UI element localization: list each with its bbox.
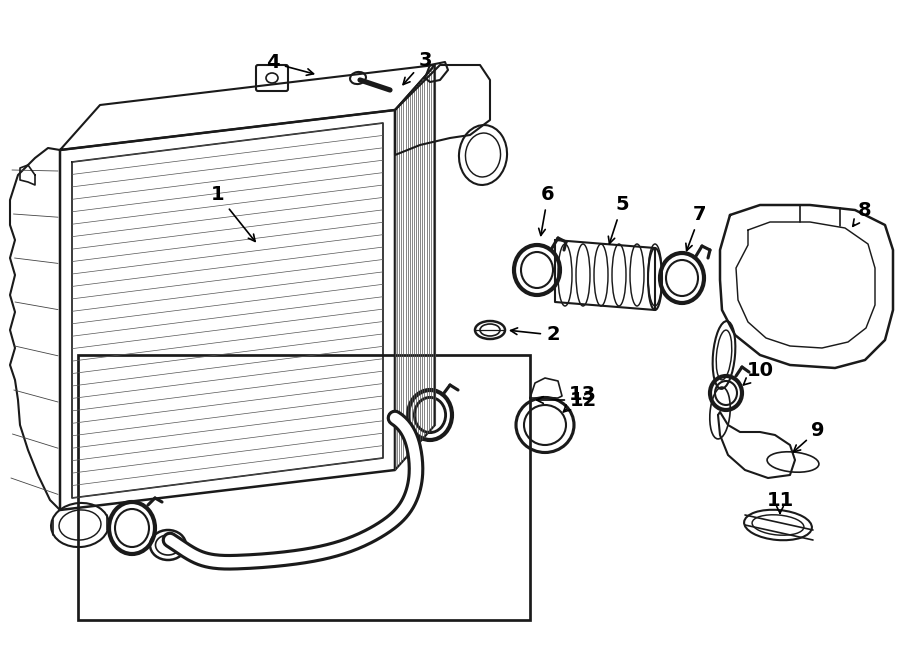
Text: 8: 8 [853,200,872,226]
Ellipse shape [475,321,505,339]
Text: 12: 12 [536,391,598,410]
Text: 1: 1 [212,186,255,241]
Text: 10: 10 [743,360,773,385]
Text: 7: 7 [686,206,706,251]
Text: 9: 9 [794,420,824,452]
Bar [78,355,530,620]
Text: 6: 6 [539,186,554,235]
Text: 4: 4 [266,54,313,75]
Text: 13: 13 [563,385,596,412]
Text: 2: 2 [510,325,560,344]
Text: 11: 11 [767,490,794,514]
Text: 3: 3 [403,50,432,85]
Text: 5: 5 [608,196,629,244]
